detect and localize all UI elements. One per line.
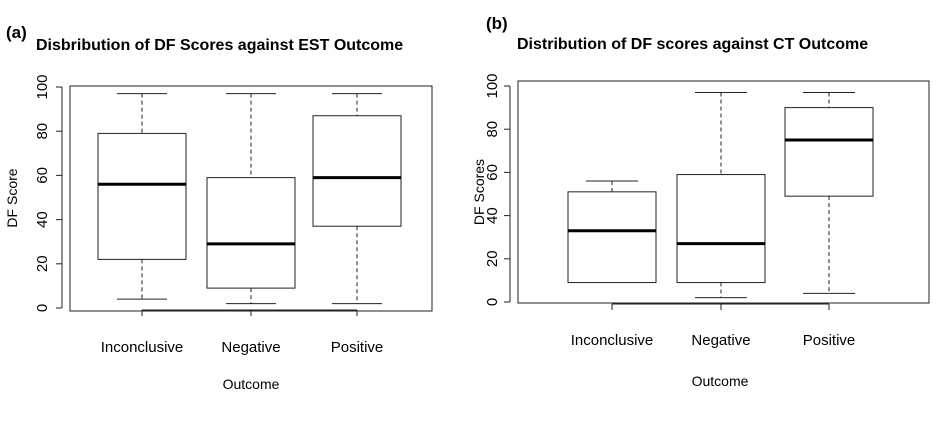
box-inconclusive bbox=[97, 93, 187, 300]
y-tick-label: 100 bbox=[34, 74, 51, 99]
y-tick-label: 20 bbox=[484, 250, 501, 267]
y-tick-label: 60 bbox=[34, 167, 51, 184]
x-tick-label: Positive bbox=[803, 332, 856, 349]
x-tick-label: Inconclusive bbox=[101, 339, 184, 356]
y-tick-label: 40 bbox=[34, 211, 51, 228]
y-axis-label: DF Scores bbox=[471, 159, 487, 225]
y-axis: 0 20 40 60 80 100 bbox=[34, 74, 63, 312]
chart-panel-a: (a) Disbribution of DF Scores against ES… bbox=[4, 23, 433, 392]
iqr-box bbox=[567, 191, 657, 284]
y-tick-label: 80 bbox=[484, 121, 501, 138]
iqr-box bbox=[784, 107, 874, 197]
chart-title: Disbribution of DF Scores against EST Ou… bbox=[36, 37, 403, 54]
y-tick-label: 80 bbox=[34, 123, 51, 140]
x-tick-label: Inconclusive bbox=[571, 332, 654, 349]
box-negative bbox=[676, 91, 766, 299]
y-axis-label: DF Score bbox=[4, 168, 20, 227]
x-axis-label: Outcome bbox=[223, 376, 280, 392]
box-positive bbox=[312, 93, 402, 305]
box-inconclusive bbox=[567, 180, 657, 284]
iqr-box bbox=[676, 174, 766, 284]
box-negative bbox=[206, 93, 296, 305]
y-tick-label: 0 bbox=[34, 304, 51, 312]
boxes bbox=[97, 93, 402, 305]
y-tick-label: 20 bbox=[34, 255, 51, 272]
x-axis: Inconclusive Negative Positive bbox=[571, 303, 856, 349]
boxes bbox=[567, 91, 874, 299]
panel-label: (a) bbox=[6, 23, 27, 42]
y-tick-label: 40 bbox=[484, 207, 501, 224]
y-tick-label: 0 bbox=[484, 298, 501, 306]
y-tick-label: 60 bbox=[484, 164, 501, 181]
iqr-box bbox=[312, 115, 402, 227]
chart-panel-b: (b) Distribution of DF scores against CT… bbox=[471, 14, 930, 389]
x-tick-label: Positive bbox=[331, 339, 384, 356]
x-tick-label: Negative bbox=[691, 332, 750, 349]
x-axis: Inconclusive Negative Positive bbox=[101, 309, 384, 356]
x-axis-label: Outcome bbox=[692, 373, 749, 389]
panel-label: (b) bbox=[486, 14, 508, 33]
chart-title: Distribution of DF scores against CT Out… bbox=[517, 36, 868, 53]
y-tick-label: 100 bbox=[484, 73, 501, 98]
box-positive bbox=[784, 91, 874, 294]
plot-frame bbox=[517, 80, 930, 304]
x-tick-label: Negative bbox=[221, 339, 280, 356]
iqr-box bbox=[206, 177, 296, 289]
y-axis: 0 20 40 60 80 100 bbox=[484, 73, 511, 306]
iqr-box bbox=[97, 132, 187, 260]
